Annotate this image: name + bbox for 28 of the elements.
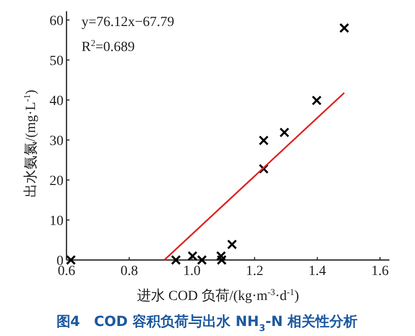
- caption: 图4 COD 容积负荷与出水 NH$_{3}$-N 相关性分析: [56, 313, 358, 334]
- point: [170, 255, 181, 265]
- x-tick-label: 1.0: [183, 264, 201, 279]
- y-tick-label: 10: [50, 214, 64, 229]
- y-tick-label: 60: [50, 14, 64, 29]
- point: [339, 23, 350, 33]
- point: [66, 255, 76, 265]
- point: [196, 255, 207, 265]
- point: [279, 127, 290, 138]
- x-tick-label: 0.6: [58, 264, 76, 279]
- point: [216, 255, 227, 265]
- point: [227, 239, 238, 250]
- annotation: R$^{2}$=0.689: [82, 38, 135, 55]
- point: [312, 95, 322, 106]
- x-axis-title: 进水 COD 负荷/(kg·m$^{-3}$·d$^{-1}$): [136, 287, 300, 304]
- point: [258, 135, 269, 146]
- y-tick-label: 40: [50, 94, 64, 109]
- x-tick-label: 1.2: [246, 264, 264, 279]
- point: [258, 164, 269, 174]
- y-tick-label: 50: [50, 54, 64, 69]
- x-tick-label: 1.4: [308, 264, 326, 279]
- y-tick-label: 30: [50, 134, 64, 149]
- y-tick-label: 20: [50, 174, 64, 189]
- point: [216, 251, 226, 261]
- x-tick-label: 0.8: [120, 264, 138, 279]
- x-tick-label: 1.6: [371, 264, 389, 279]
- point: [188, 251, 198, 261]
- annotation: y=76.12x−67.79: [82, 15, 174, 30]
